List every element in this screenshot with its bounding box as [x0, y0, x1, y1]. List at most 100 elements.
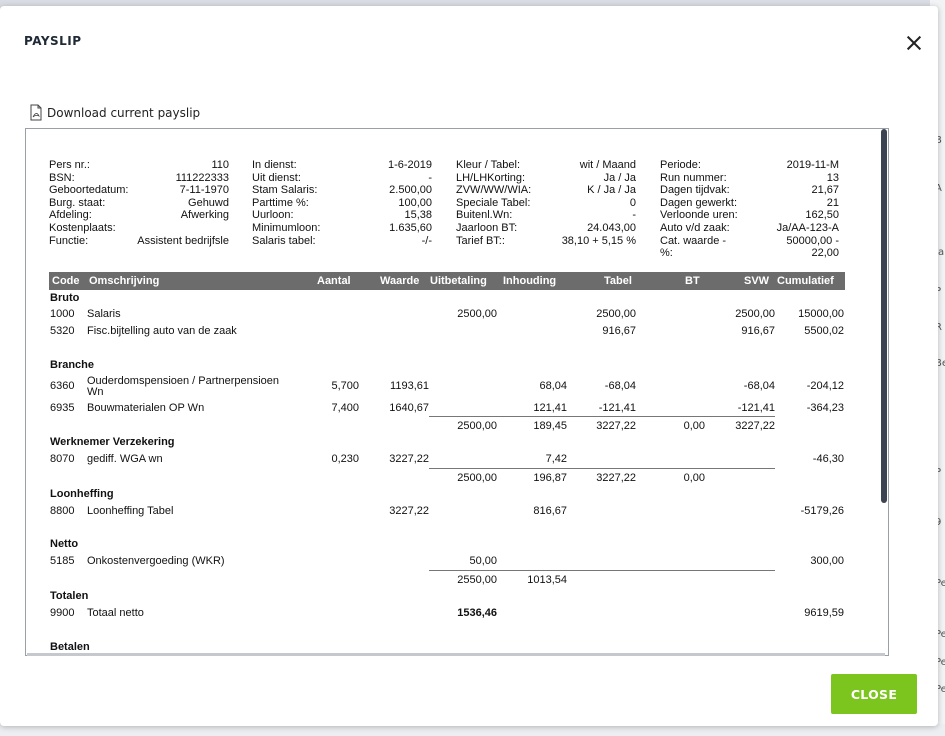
background-text: Pe — [935, 684, 945, 695]
subtotal-row: 2500,00 196,87 3227,22 0,00 — [49, 472, 845, 485]
col-code: Code — [52, 275, 80, 287]
background-footer — [0, 724, 945, 736]
row-desc: Bouwmaterialen OP Wn — [87, 402, 205, 414]
header-field-label: Functie: — [49, 234, 89, 247]
header-field: LH/LHKorting: Ja / Ja — [456, 172, 636, 185]
row-bt: 0,00 — [683, 472, 705, 484]
row-svw: 3227,22 — [735, 420, 775, 432]
horizontal-scrollbar[interactable] — [27, 653, 885, 656]
header-field-value: 22,00 — [811, 247, 839, 260]
row-code: 5185 — [50, 555, 75, 567]
header-field-value: 1-6-2019 — [387, 159, 432, 171]
close-button[interactable]: CLOSE — [831, 674, 917, 714]
table-row: 1000 Salaris 2500,00 2500,00 2500,00 150… — [49, 308, 845, 321]
row-uitbetaling: 2500,00 — [457, 308, 497, 320]
vertical-scrollbar[interactable] — [881, 129, 887, 503]
table-row: 8800 Loonheffing Tabel 3227,22 816,67 -5… — [49, 505, 845, 518]
row-waarde: 1193,61 — [390, 380, 429, 392]
row-code: 6935 — [50, 402, 75, 414]
header-field-value: 7-11-1970 — [179, 184, 229, 197]
header-field: Functie: Assistent bedrijfsle — [49, 235, 229, 248]
header-field-value: 0 — [629, 196, 636, 209]
row-desc: Totaal netto — [87, 607, 144, 619]
header-field-label: Geboortedatum: — [49, 184, 129, 197]
header-field-value: Afwerking — [180, 209, 229, 222]
row-svw: -68,04 — [743, 380, 775, 392]
col-waarde: Waarde — [380, 275, 420, 287]
header-field-label: Kleur / Tabel: — [456, 159, 521, 171]
row-inhouding: 189,45 — [533, 420, 567, 432]
header-field-label: Auto v/d zaak: — [660, 221, 730, 234]
subtotal-divider — [429, 570, 775, 571]
header-field-value: 24.043,00 — [587, 221, 636, 234]
row-svw: 2500,00 — [735, 308, 775, 320]
col-svw: SVW — [744, 275, 770, 287]
period-info-column: Periode: 2019-11-M Run nummer: 13 Dagen tijd… — [660, 159, 839, 260]
row-tabel: 916,67 — [602, 325, 636, 337]
row-inhouding: 816,67 — [533, 505, 567, 517]
header-field-value: 13 — [826, 171, 839, 184]
payslip-document-frame[interactable]: Pers nr.: 110 BSN: 111222333 Geboortedatum: 7… — [25, 128, 889, 656]
header-field: Dagen tijdvak: 21,67 — [660, 184, 839, 197]
header-field-label: Jaarloon BT: — [456, 221, 518, 234]
section-totalen: Totalen — [50, 590, 89, 602]
header-field-value: 15,38 — [404, 209, 432, 222]
subtotal-divider — [429, 468, 775, 469]
download-label: Download current payslip — [47, 105, 201, 120]
header-field-label: Parttime %: — [252, 196, 309, 209]
section-loonheffing: Loonheffing — [50, 488, 114, 500]
header-field: Buitenl.Wn: - — [456, 209, 636, 222]
row-inhouding: 68,04 — [539, 380, 567, 392]
row-code: 9900 — [50, 607, 75, 619]
header-field: Pers nr.: 110 — [49, 159, 229, 172]
row-code: 8800 — [50, 505, 75, 517]
background-text: 9 — [935, 517, 942, 528]
header-field: Verloonde uren: 162,50 — [660, 209, 839, 222]
row-aantal: 5,700 — [331, 380, 359, 392]
header-field-value: 110 — [211, 159, 229, 171]
row-code: 6360 — [50, 380, 75, 392]
header-field: BSN: 111222333 — [49, 172, 229, 185]
section-werknemer-verzekering: Werknemer Verzekering — [50, 436, 175, 448]
header-field: Minimumloon: 1.635,60 — [252, 222, 432, 235]
header-field: Salaris tabel: -/- — [252, 235, 432, 248]
close-icon[interactable] — [904, 33, 924, 53]
header-field-value: - — [632, 209, 636, 222]
header-field: Dagen gewerkt: 21 — [660, 197, 839, 210]
col-aantal: Aantal — [317, 275, 351, 287]
header-field-value: 21 — [826, 196, 839, 209]
background-text: Pe — [935, 578, 945, 589]
row-uitbetaling: 2500,00 — [457, 472, 497, 484]
row-svw: -121,41 — [737, 402, 775, 414]
header-field-value: Ja / Ja — [603, 171, 636, 184]
header-field-label: Stam Salaris: — [252, 184, 318, 197]
header-field: Speciale Tabel: 0 — [456, 197, 636, 210]
header-field: ZVW/WW/WIA: K / Ja / Ja — [456, 184, 636, 197]
header-field-label: Dagen tijdvak: — [660, 184, 730, 197]
row-uitbetaling: 2500,00 — [457, 420, 497, 432]
subtotal-divider — [429, 416, 775, 417]
header-field-value: 21,67 — [811, 184, 839, 197]
header-field-label: Afdeling: — [49, 209, 92, 222]
table-row: 6935 Bouwmaterialen OP Wn 7,400 1640,67 … — [49, 402, 845, 415]
col-bt: BT — [685, 275, 700, 287]
row-cumulatief: -46,30 — [812, 453, 844, 465]
header-field-value: Assistent bedrijfsle — [137, 234, 229, 247]
header-field-label: In dienst: — [252, 159, 297, 171]
row-inhouding: 121,41 — [533, 402, 567, 414]
header-field-label: Burg. staat: — [49, 196, 106, 209]
row-tabel: 3227,22 — [596, 472, 636, 484]
header-field-label: Uit dienst: — [252, 171, 301, 184]
row-tabel: -121,41 — [598, 402, 636, 414]
col-uitbetaling: Uitbetaling — [430, 275, 487, 287]
row-uitbetaling: 1536,46 — [457, 607, 497, 619]
header-field: %: 22,00 — [660, 247, 839, 260]
background-text: A — [935, 183, 942, 194]
download-payslip-link[interactable]: Download current payslip — [28, 104, 200, 121]
header-field: Stam Salaris: 2.500,00 — [252, 184, 432, 197]
row-desc: Salaris — [87, 308, 121, 320]
row-desc: gediff. WGA wn — [87, 453, 163, 465]
row-waarde: 1640,67 — [389, 402, 429, 414]
header-field-label: Dagen gewerkt: — [660, 196, 738, 209]
row-inhouding: 1013,54 — [527, 574, 567, 586]
